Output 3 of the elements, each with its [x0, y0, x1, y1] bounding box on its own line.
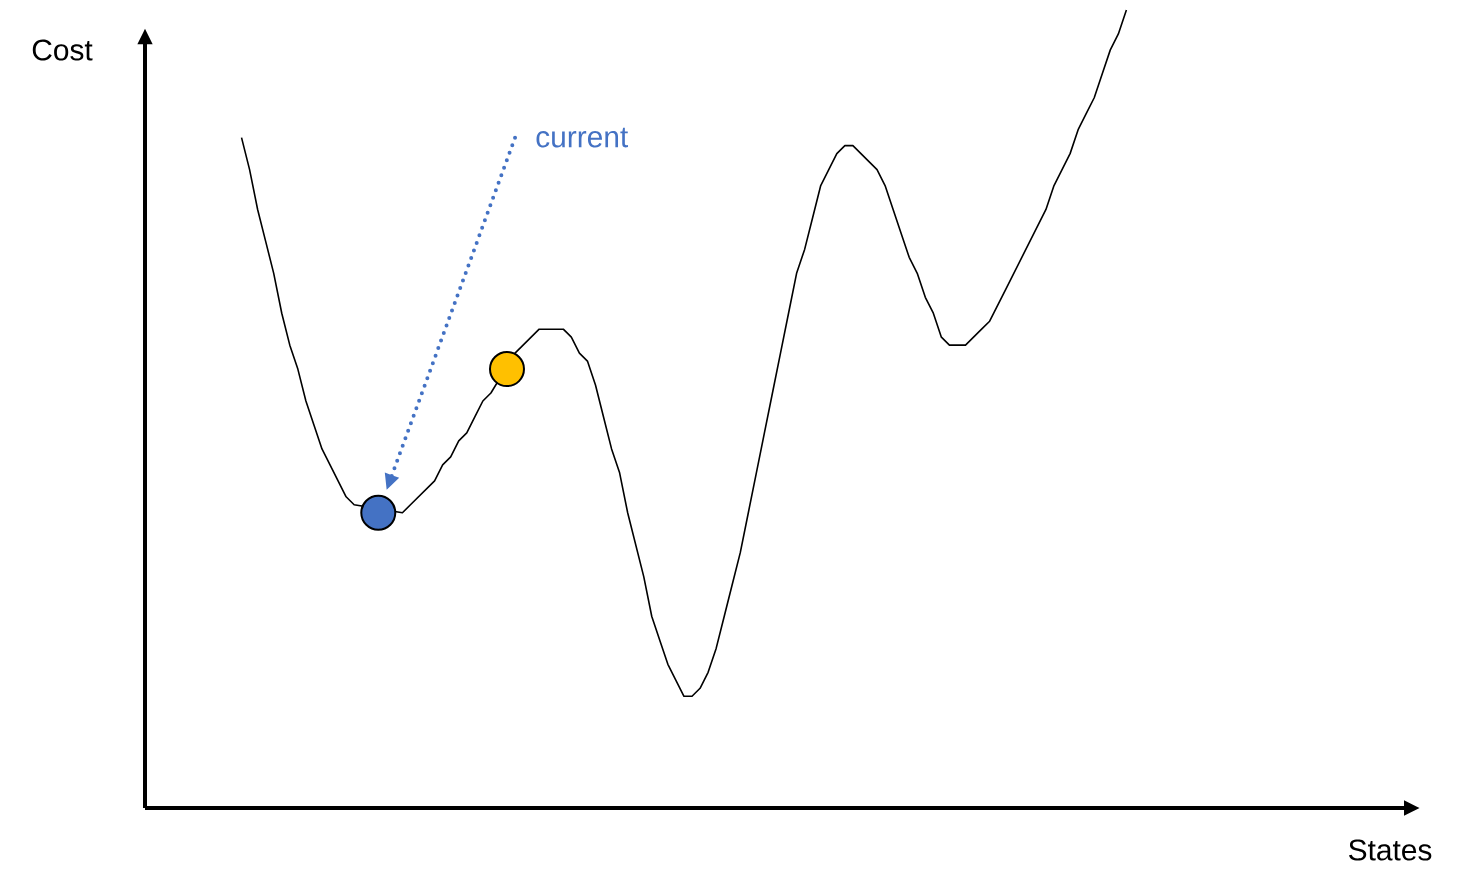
text: States — [1349, 839, 1432, 861]
y-axis-title: Cost — [32, 39, 93, 61]
annotation: current — [536, 127, 629, 148]
